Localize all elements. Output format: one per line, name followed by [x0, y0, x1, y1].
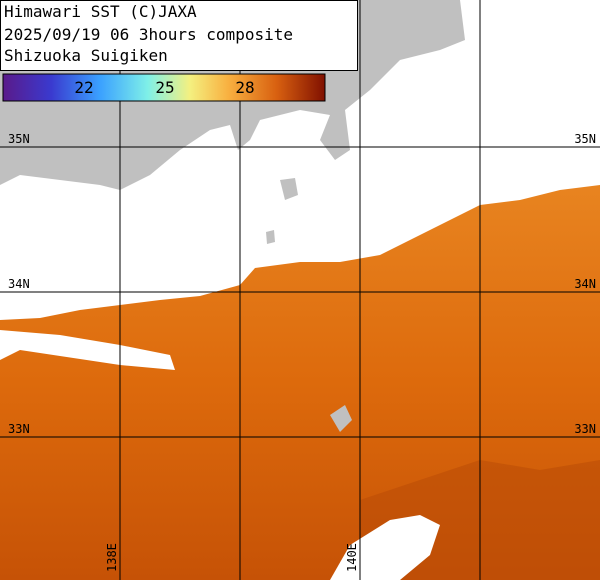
island: [266, 230, 275, 244]
lat-label: 35N: [8, 132, 30, 146]
cloud: [0, 330, 175, 370]
cloud: [330, 515, 440, 580]
title-line: Shizuoka Suigiken: [4, 46, 168, 65]
island: [280, 178, 298, 200]
title-line: Himawari SST (C)JAXA: [4, 2, 197, 21]
lat-label: 33N: [8, 422, 30, 436]
title-line: 2025/09/19 06 3hours composite: [4, 25, 293, 44]
colorbar-label: 28: [235, 78, 254, 97]
lon-label: 138E: [105, 543, 119, 572]
colorbar-label: 25: [155, 78, 174, 97]
lat-label: 34N: [8, 277, 30, 291]
colorbar: [2, 73, 326, 102]
lat-label: 33N: [574, 422, 596, 436]
lat-label: 34N: [574, 277, 596, 291]
lat-label: 35N: [574, 132, 596, 146]
title-box: [0, 0, 358, 71]
island: [330, 405, 352, 432]
lon-label: 140E: [345, 543, 359, 572]
colorbar-label: 22: [74, 78, 93, 97]
